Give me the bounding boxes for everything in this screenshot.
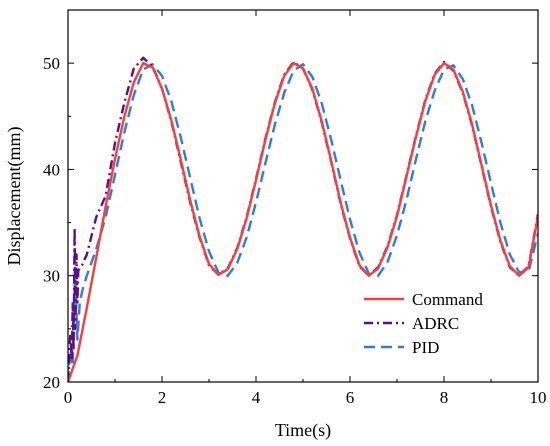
x-tick-label: 0 [64, 388, 73, 407]
legend-label-adrc: ADRC [412, 314, 459, 333]
series-line-command [68, 61, 538, 382]
x-tick-label: 10 [530, 388, 547, 407]
legend: Command ADRC PID [364, 290, 483, 357]
x-tick-label: 8 [440, 388, 449, 407]
y-tick-label: 20 [43, 373, 60, 392]
x-tick-label: 2 [158, 388, 167, 407]
ticks-layer: 0 2 4 6 8 10 20 30 40 50 [43, 10, 547, 407]
x-tick-label: 4 [252, 388, 261, 407]
x-tick-label: 6 [346, 388, 355, 407]
y-tick-label: 40 [43, 160, 60, 179]
y-tick-label: 50 [43, 54, 60, 73]
series-line-pid [68, 62, 538, 382]
y-axis-title: Displacement(mm) [4, 127, 25, 266]
legend-label-command: Command [412, 290, 483, 309]
series-layer [68, 56, 538, 382]
x-axis-title: Time(s) [275, 420, 331, 441]
y-tick-label: 30 [43, 267, 60, 286]
legend-label-pid: PID [412, 338, 439, 357]
